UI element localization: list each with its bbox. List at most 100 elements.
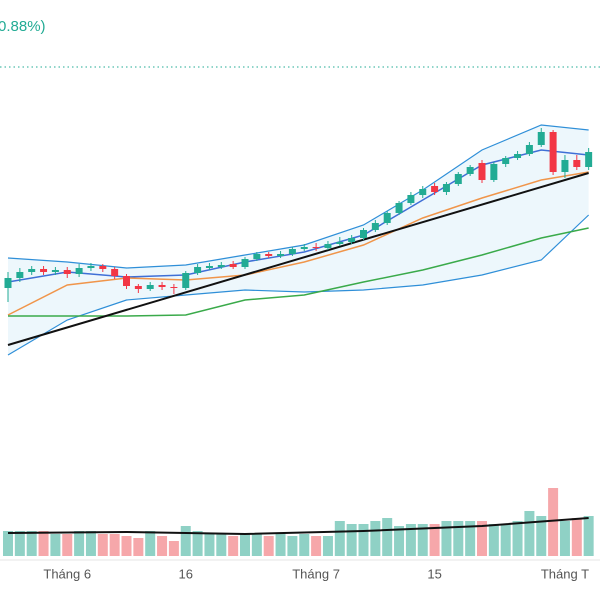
volume-bar	[583, 516, 594, 556]
candle-body	[217, 265, 225, 267]
volume-bar	[240, 534, 250, 556]
volume-bar	[536, 516, 547, 556]
candle-body	[300, 247, 308, 249]
volume-bar	[405, 524, 416, 556]
candle-body	[431, 186, 439, 192]
candle-body	[585, 152, 593, 167]
candle-body	[407, 195, 415, 203]
volume-ma-line	[7, 517, 589, 536]
volume-bar	[121, 536, 132, 556]
volume-bar	[394, 526, 405, 556]
volume-bar	[133, 538, 144, 556]
volume-bar	[559, 521, 570, 556]
volume-bar	[548, 488, 559, 556]
volume-bar	[26, 531, 37, 556]
candle-body	[288, 249, 296, 254]
volume-bar	[287, 536, 298, 556]
indicator-line	[7, 172, 589, 346]
candle-body	[442, 184, 450, 192]
candle-body	[502, 158, 510, 164]
volume-bar	[465, 521, 476, 556]
volume-bar	[85, 531, 96, 556]
candle-body	[336, 242, 344, 244]
volume-bar	[429, 524, 440, 556]
candle-body	[182, 273, 190, 288]
x-tick-label: Tháng 7	[292, 566, 340, 581]
volume-bar	[74, 531, 85, 556]
candle-body	[134, 286, 142, 289]
volume-bar	[322, 536, 333, 556]
candle-body	[194, 267, 202, 273]
candle-body	[324, 244, 332, 248]
candle-body	[16, 272, 24, 278]
volume-bar	[477, 521, 487, 556]
candle-body	[277, 254, 285, 256]
volume-bar	[382, 518, 393, 556]
candle-body	[466, 167, 474, 174]
candle-body	[312, 247, 320, 248]
volume-bar	[488, 524, 499, 556]
x-tick-label: 16	[179, 566, 193, 581]
candle-body	[229, 264, 237, 267]
candle-body	[383, 213, 391, 223]
volume-bar	[311, 536, 322, 556]
candle-body	[4, 278, 12, 288]
volume-bar	[263, 536, 274, 556]
candle-body	[28, 269, 36, 272]
volume-bar	[334, 521, 345, 556]
candle-body	[490, 164, 498, 180]
indicator-line	[7, 149, 589, 283]
indicator-line	[7, 171, 589, 316]
candle-body	[514, 154, 522, 158]
volume-bar	[216, 534, 227, 556]
volume-bar	[346, 524, 357, 556]
candle-body	[170, 287, 178, 288]
volume-bar	[62, 534, 73, 556]
candle-body	[360, 230, 367, 238]
candle-body	[253, 254, 261, 259]
candle-body	[537, 132, 545, 145]
candle-body	[146, 285, 154, 289]
candle-body	[265, 254, 273, 256]
candle-body	[111, 269, 119, 276]
volume-bar	[50, 534, 61, 556]
x-tick-label: 15	[427, 566, 441, 581]
volume-bar	[500, 524, 511, 556]
volume-bar	[441, 521, 452, 556]
candle-body	[241, 259, 249, 267]
candle-body	[549, 132, 557, 172]
candle-body	[561, 160, 569, 172]
volume-bar	[3, 531, 13, 556]
volume-bar	[192, 531, 203, 556]
volume-bar	[358, 524, 369, 556]
volume-bar	[251, 534, 262, 556]
candle-body	[348, 238, 356, 242]
x-tick-label: Tháng T	[541, 566, 589, 581]
volume-bar	[417, 524, 428, 556]
volume-bar	[14, 531, 25, 556]
candle-body	[525, 145, 533, 154]
volume-bar	[180, 526, 191, 556]
candle-body	[205, 266, 213, 268]
candle-body	[419, 189, 427, 195]
volume-bar	[299, 534, 310, 556]
change-label: 0.88%)	[0, 18, 46, 35]
volume-bar	[453, 521, 464, 556]
volume-bar	[524, 511, 535, 556]
x-tick-label: Tháng 6	[43, 566, 91, 581]
candle-body	[63, 270, 71, 274]
candle-body	[371, 223, 379, 230]
volume-bar	[275, 534, 286, 556]
volume-bar	[109, 534, 120, 556]
volume-bar	[168, 541, 179, 556]
candle-body	[51, 270, 59, 272]
volume-bar	[571, 518, 582, 556]
volume-bar	[145, 531, 156, 556]
band-lower	[7, 214, 590, 356]
candle-body	[395, 203, 403, 213]
volume-bar	[97, 534, 108, 556]
volume-bar	[38, 531, 49, 556]
candle-body	[478, 163, 486, 180]
